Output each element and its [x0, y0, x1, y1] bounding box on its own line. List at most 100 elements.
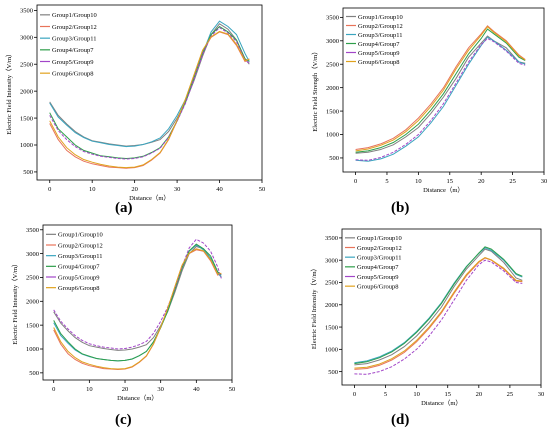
panel-c-plot-frame [42, 224, 233, 381]
panel-c-y-tick-label: 500 [29, 370, 39, 377]
panel-a-y-tick-label: 2500 [20, 61, 33, 68]
panel-b-x-tick-label: 20 [478, 178, 485, 185]
panel-c-y-tick-label: 3000 [26, 251, 39, 258]
panel-c-legend-label-1: Group1/Group10 [58, 232, 103, 239]
panel-d-legend-label-5: Group5/Group9 [357, 274, 399, 281]
panel-d-legend-label-6: Group6/Group8 [357, 283, 399, 290]
panel-d-plot-frame [341, 228, 542, 386]
panel-a-caption: (a) [115, 200, 133, 216]
panel-d-y-tick-label: 3500 [325, 235, 338, 242]
panel-b-y-tick-label: 2000 [326, 85, 339, 92]
panel-b-plot-frame [342, 7, 545, 173]
panel-b-y-tick-label: 3500 [326, 15, 339, 22]
panel-a-plot-frame [36, 4, 263, 181]
panel-a-y-tick-label: 3000 [20, 35, 33, 42]
panel-a-legend-label-6: Group6/Group8 [52, 70, 94, 77]
panel-a-y-tick-label: 2000 [20, 88, 33, 95]
panel-c-y-tick-label: 1500 [26, 322, 39, 329]
panel-b-x-tick-label: 25 [509, 178, 516, 185]
panel-d-x-axis-label: Distance（m） [421, 399, 462, 407]
panel-a-x-tick-label: 40 [216, 186, 223, 193]
panel-b-series-line-4 [355, 28, 526, 153]
panel-a-y-tick-label: 3500 [20, 8, 33, 15]
panel-c-y-tick-label: 1000 [26, 346, 39, 353]
panel-b-y-tick-label: 3000 [326, 38, 339, 45]
panel-b-y-tick-label: 1000 [326, 132, 339, 139]
panel-b-x-axis-label: Distance（m） [423, 186, 464, 194]
panel-c-y-axis-label: Electric Field Intensity（V/m） [11, 260, 19, 344]
panel-c-y-tick-label: 2000 [26, 299, 39, 306]
panel-d-series-line-6 [354, 256, 523, 369]
panel-a-x-axis-label: Distance（m） [129, 194, 170, 202]
panel-d-series-line-5 [354, 259, 523, 375]
panel-b-legend-label-1: Group1/Group10 [358, 14, 403, 21]
panel-d-x-tick-label: 20 [476, 391, 483, 398]
panel-b-caption: (b) [391, 200, 410, 216]
panel-d-y-tick-label: 500 [328, 369, 338, 376]
panel-d-x-tick-label: 15 [444, 391, 451, 398]
panel-c-y-tick-label: 2500 [26, 275, 39, 282]
panel-b-x-tick-label: 10 [415, 178, 422, 185]
panel-a-y-tick-label: 1500 [20, 115, 33, 122]
panel-d-x-tick-label: 0 [353, 391, 356, 398]
panel-a-legend-label-2: Group2/Group12 [52, 24, 97, 31]
panel-c-series-line-5 [53, 238, 222, 350]
panel-d-y-tick-label: 1500 [325, 324, 338, 331]
panel-d-x-tick-label: 25 [507, 391, 514, 398]
panel-b-legend-label-5: Group5/Group9 [358, 50, 400, 57]
panel-c-legend-label-5: Group5/Group9 [58, 274, 100, 281]
panel-b-series-line-1 [355, 35, 526, 154]
panel-a-series-line-6 [49, 30, 250, 169]
panel-a-y-tick-label: 1000 [20, 142, 33, 149]
panel-b-legend-label-2: Group2/Group12 [358, 23, 403, 30]
panel-b-chart: 0 5 10 15 20 25 30 500 1000 1500 2000 2500 3000 3500 D… [311, 7, 548, 194]
panel-c-legend-label-3: Group3/Group11 [58, 253, 103, 260]
panel-a-y-axis-label: Electric Field Intensity（V/m） [5, 50, 13, 134]
panel-d-y-axis-label: Electric Field Intensity（V/m） [310, 265, 318, 349]
panel-c-chart: 0 10 20 30 40 50 500 1000 1500 2000 2500 3000 3500 Di… [11, 224, 235, 402]
panel-b-legend-label-6: Group6/Group8 [358, 59, 400, 66]
panel-a-x-tick-label: 0 [48, 186, 51, 193]
panel-d-series-line-4 [354, 246, 523, 365]
panel-b-series-line-6 [355, 25, 526, 152]
panel-d-caption: (d) [391, 412, 410, 428]
panel-c-series-line-6 [53, 248, 222, 370]
panel-a-series-line-4 [49, 25, 250, 160]
panel-c-series-line-3 [53, 244, 222, 362]
panel-d-legend-label-1: Group1/Group10 [357, 235, 402, 242]
panel-a-series-line-3 [49, 20, 250, 148]
panel-c-series-line-4 [53, 243, 222, 362]
panel-d-legend-label-3: Group3/Group11 [357, 254, 402, 261]
panel-d-chart: 0 5 10 15 20 25 30 500 1000 1500 2000 2500 3000 3500 D… [310, 228, 544, 407]
panel-d-legend-label-4: Group4/Group7 [357, 264, 399, 271]
panel-a-legend-label-3: Group3/Group11 [52, 35, 97, 42]
panel-c-legend-label-2: Group2/Group12 [58, 242, 103, 249]
panel-a-series-line-5 [49, 26, 250, 160]
panel-a-x-tick-label: 50 [259, 186, 266, 193]
panel-d-y-tick-label: 2500 [325, 280, 338, 287]
panel-b-x-tick-label: 5 [385, 178, 388, 185]
panel-b-y-tick-label: 1500 [326, 108, 339, 115]
panel-b-y-axis-label: Electric Field Strength（V/m） [311, 48, 319, 131]
panel-a-x-tick-label: 10 [89, 186, 96, 193]
panel-b-series-line-2 [355, 25, 526, 150]
panel-d-y-tick-label: 1000 [325, 347, 338, 354]
panel-b-x-tick-label: 0 [354, 178, 357, 185]
panel-d-y-tick-label: 2000 [325, 302, 338, 309]
panel-c-x-tick-label: 40 [193, 386, 200, 393]
panel-c-x-axis-label: Distance（m） [117, 394, 158, 402]
panel-c-x-tick-label: 20 [122, 386, 129, 393]
panel-c-caption: (c) [115, 412, 132, 428]
panel-c-x-tick-label: 10 [86, 386, 93, 393]
panel-b-x-tick-label: 30 [541, 178, 548, 185]
panel-d-series-line-1 [354, 248, 523, 366]
panel-d-legend-label-2: Group2/Group12 [357, 245, 402, 252]
panel-c-x-tick-label: 0 [52, 386, 55, 393]
panel-b-legend-label-4: Group4/Group7 [358, 41, 400, 48]
panel-a-chart: 0 10 20 30 40 50 500 1000 1500 2000 2500 3000 3500 Di… [5, 4, 266, 202]
panel-b-series-line-3 [355, 36, 526, 162]
panel-a-x-tick-label: 30 [174, 186, 181, 193]
panel-a-legend-label-4: Group4/Group7 [52, 47, 94, 54]
